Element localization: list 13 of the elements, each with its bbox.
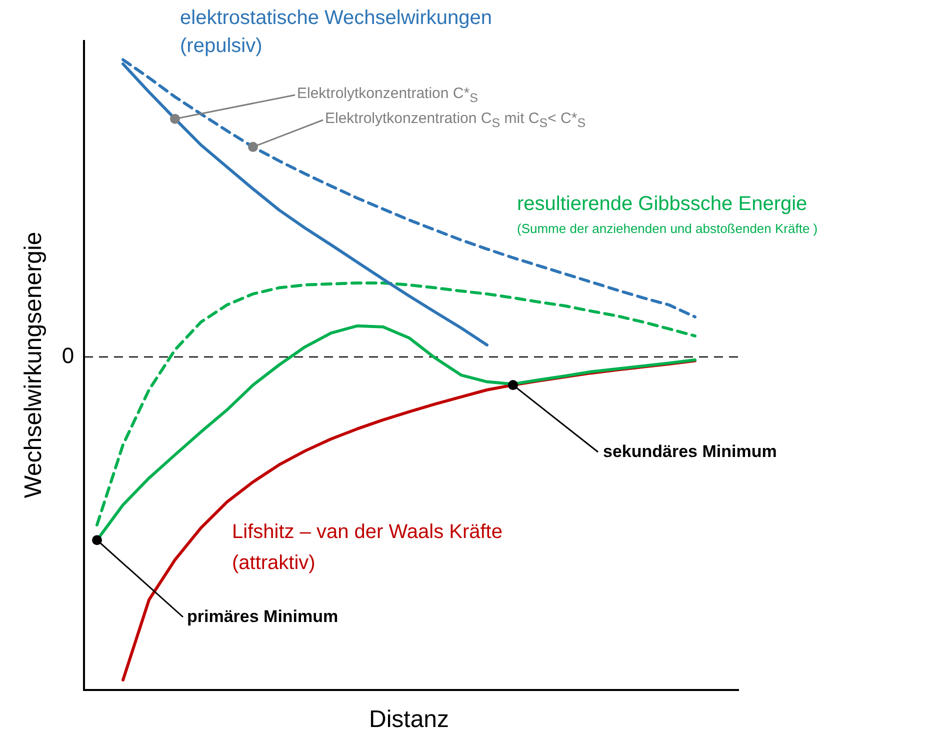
annotation: resultierende Gibbssche Energie — [517, 193, 808, 215]
annotation: (attraktiv) — [232, 552, 316, 574]
annotation: Lifshitz – van der Waals Kräfte — [232, 521, 502, 543]
y-axis-title: Wechselwirkungsenergie — [20, 232, 47, 498]
annotation: sekundäres Minimum — [603, 442, 777, 461]
text: elektrostatische Wechselwirkungen — [180, 7, 492, 29]
annotation: Elektrolytkonzentration C$_{S}$ mit C$_{S}$< C*$_{S}$ — [325, 110, 586, 130]
annotation: (Summe der anziehenden und abstoßenden Kräfte ) — [517, 221, 818, 236]
annotation: Elektrolytkonzentration C*$_{S}$ — [297, 85, 478, 105]
ref-line-label: 0 — [62, 342, 74, 368]
annotation: primäres Minimum — [187, 607, 338, 626]
x-axis-title: Distanz — [368, 706, 450, 733]
text: (repulsiv) — [180, 35, 262, 57]
